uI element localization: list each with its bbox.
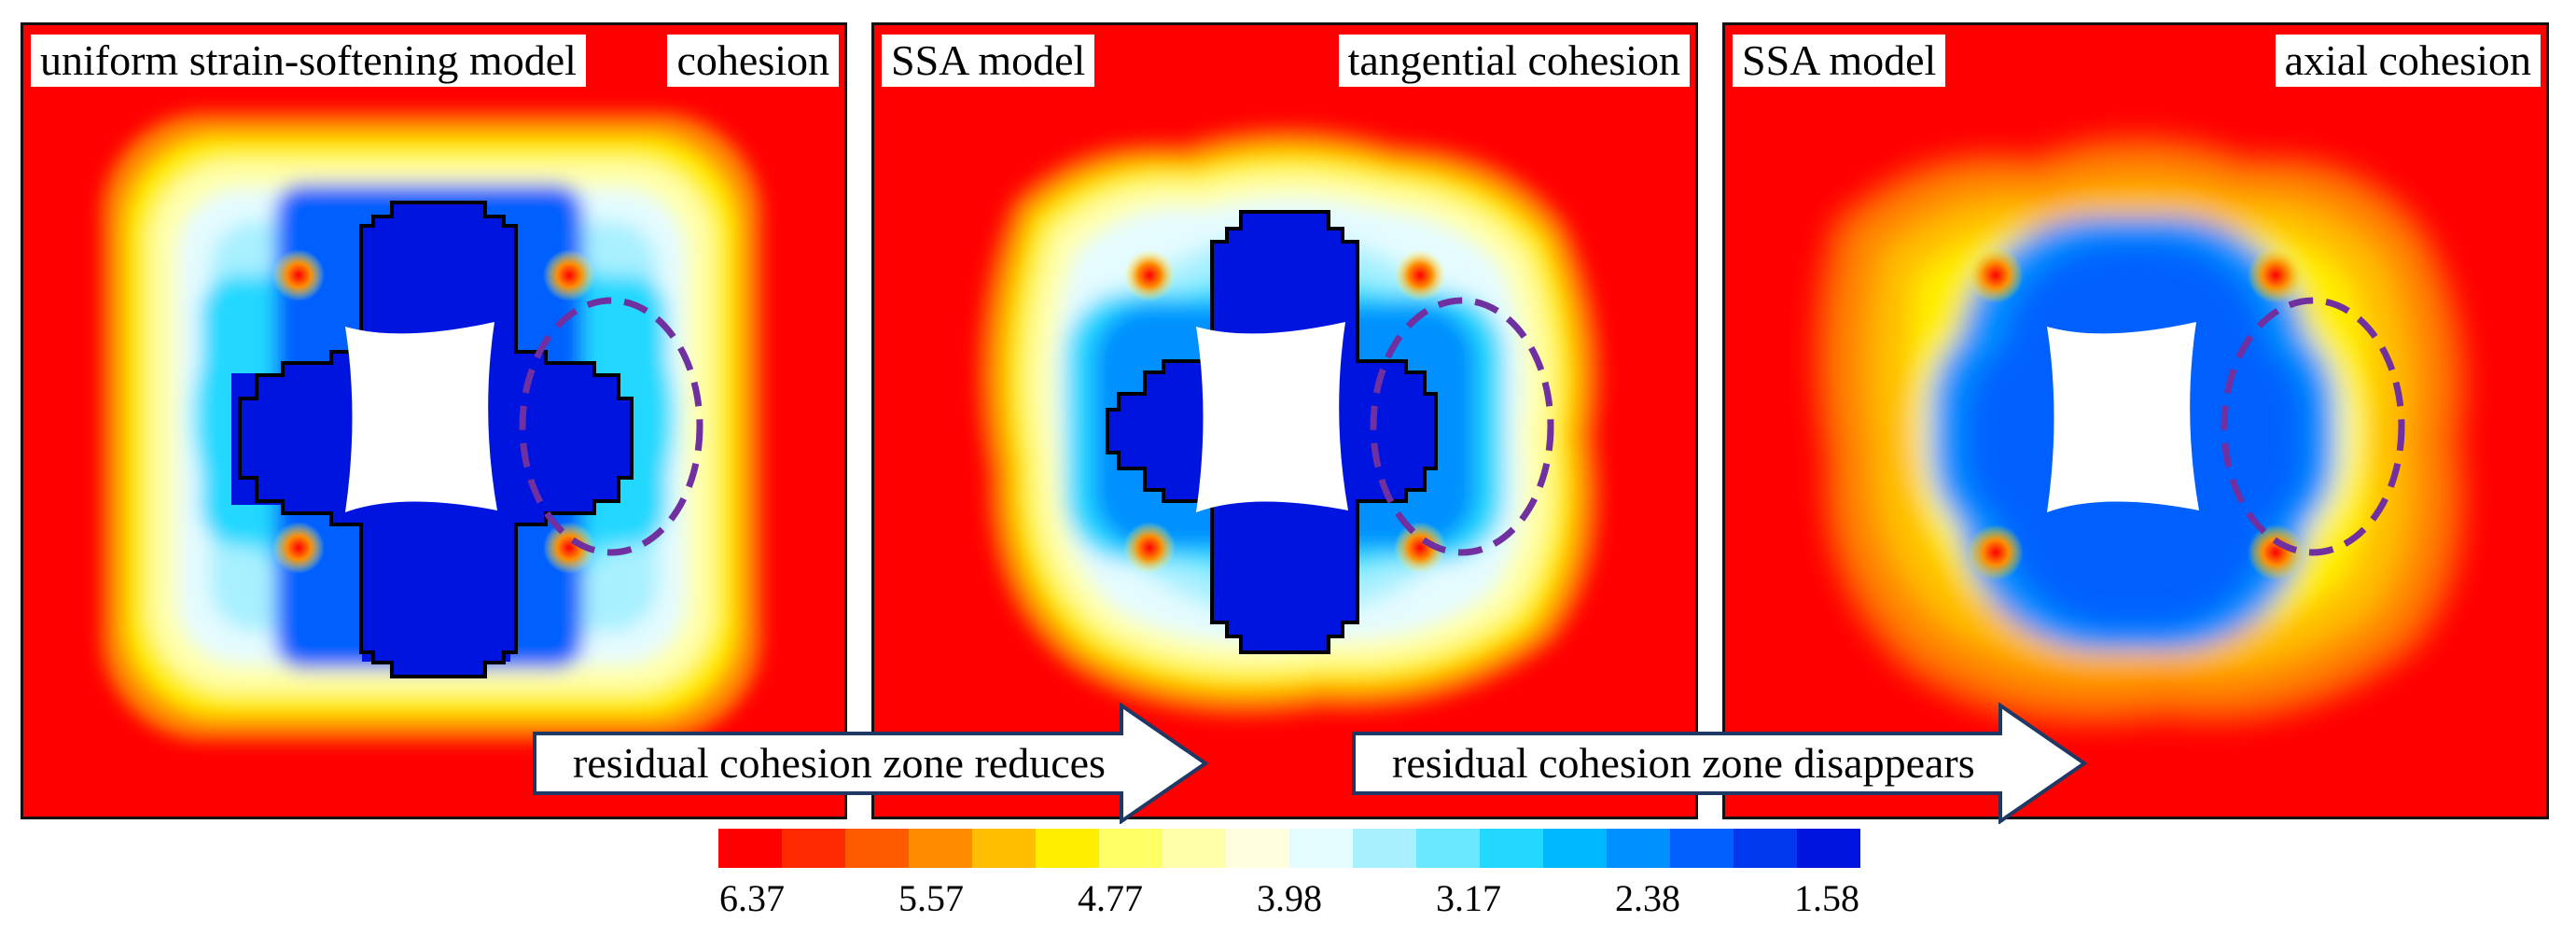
colorbar-swatch	[1734, 829, 1797, 868]
colorbar-swatch	[1226, 829, 1289, 868]
colorbar-swatch	[1036, 829, 1099, 868]
contour-plot-axial	[1725, 25, 2546, 817]
colorbar-tick-label: 5.57	[898, 877, 964, 919]
colorbar-swatch	[1099, 829, 1163, 868]
colorbar-swatch	[1670, 829, 1734, 868]
highlight-ellipse	[2221, 297, 2405, 556]
colorbar-tick-label: 1.58	[1794, 877, 1859, 919]
panel-ssa-axial-cohesion: SSA model axial cohesion	[1722, 22, 2549, 819]
colorbar-swatch	[1353, 829, 1416, 868]
colorbar-swatch	[718, 829, 782, 868]
colorbar-tick-label: 3.98	[1257, 877, 1322, 919]
colorbar-swatch	[972, 829, 1036, 868]
arrow-residual-reduces: residual cohesion zone reduces	[532, 703, 1209, 824]
arrow-shape	[533, 703, 1209, 824]
colorbar-swatch	[1607, 829, 1670, 868]
colorbar-swatch	[1416, 829, 1480, 868]
colorbar-tick-label: 4.77	[1078, 877, 1143, 919]
panel-title: SSA model	[1733, 35, 1946, 87]
colorbar-tick-label: 3.17	[1436, 877, 1501, 919]
colorbar-swatch	[1543, 829, 1607, 868]
contour-plot-uniform	[23, 25, 844, 817]
panel-title: SSA model	[882, 35, 1095, 87]
arrow-shape	[1352, 703, 2088, 824]
highlight-ellipse	[1370, 297, 1554, 556]
arrow-text: residual cohesion zone reduces	[573, 739, 1106, 787]
colorbar-tick-label: 2.38	[1615, 877, 1680, 919]
contour-plot-tangential	[874, 25, 1695, 817]
colorbar	[718, 829, 1860, 868]
colorbar-swatch	[1163, 829, 1226, 868]
panel-uniform-cohesion: uniform strain-softening model cohesion	[21, 22, 847, 819]
colorbar-swatch	[909, 829, 972, 868]
colorbar-swatch	[782, 829, 845, 868]
panel-ssa-tangential-cohesion: SSA model tangential cohesion	[871, 22, 1698, 819]
panel-variable: tangential cohesion	[1338, 35, 1690, 87]
colorbar-tick-label: 6.37	[719, 877, 785, 919]
opening	[1196, 322, 1348, 512]
colorbar-swatch	[1480, 829, 1543, 868]
panel-variable: cohesion	[667, 35, 839, 87]
arrow-text: residual cohesion zone disappears	[1392, 739, 1975, 787]
panel-title: uniform strain-softening model	[31, 35, 586, 87]
highlight-ellipse	[519, 297, 703, 556]
opening	[2047, 322, 2199, 512]
colorbar-swatch	[1797, 829, 1860, 868]
opening	[345, 322, 497, 512]
colorbar-swatch	[1289, 829, 1353, 868]
arrow-residual-disappears: residual cohesion zone disappears	[1351, 703, 2088, 824]
panel-variable: axial cohesion	[2275, 35, 2541, 87]
colorbar-swatch	[845, 829, 909, 868]
